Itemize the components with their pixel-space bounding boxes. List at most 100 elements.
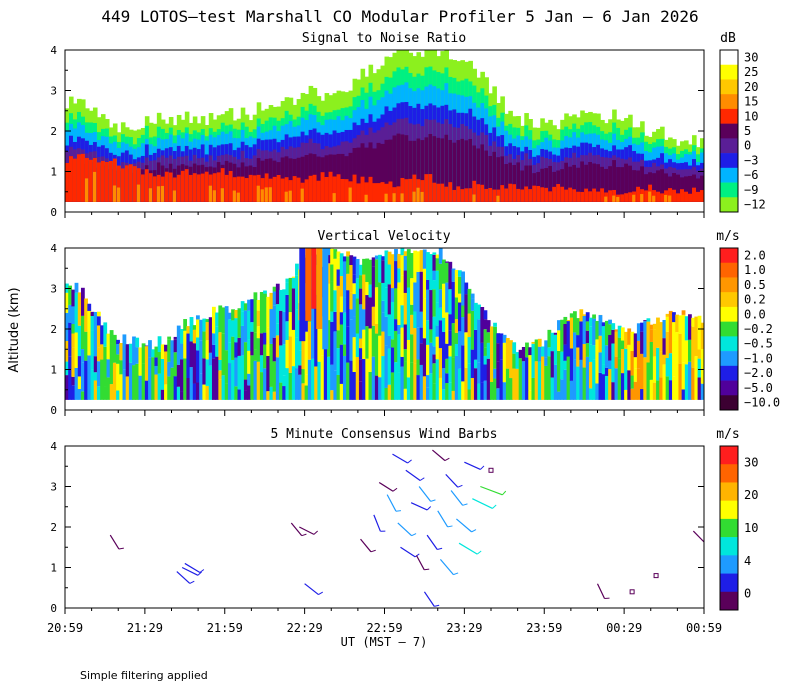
velocity-cell — [71, 324, 76, 334]
velocity-cell — [403, 251, 408, 257]
colorbar-swatch — [720, 306, 738, 322]
snr-cell — [464, 140, 469, 202]
y-tick-label: 4 — [50, 44, 57, 57]
wind-barb — [458, 542, 478, 555]
colorbar-label: 1.0 — [744, 263, 766, 277]
colorbar-label: 30 — [744, 50, 758, 64]
x-tick-label: 20:59 — [47, 621, 83, 635]
velocity-cell — [339, 344, 344, 384]
snr-cell — [508, 162, 513, 202]
velocity-cell — [316, 248, 323, 329]
velocity-cell — [224, 383, 229, 400]
velocity-cell — [317, 321, 322, 362]
velocity-cell — [266, 327, 271, 357]
snr-cell — [420, 180, 426, 202]
snr-cell — [576, 191, 581, 202]
velocity-cell — [604, 320, 609, 346]
velocity-cell — [259, 291, 264, 334]
velocity-cell — [435, 325, 440, 337]
velocity-cell — [74, 332, 79, 368]
velocity-cell — [125, 376, 130, 400]
snr-cell — [632, 170, 637, 202]
velocity-cell — [668, 310, 673, 312]
velocity-cell — [563, 316, 568, 324]
velocity-cell — [394, 288, 398, 320]
velocity-cell — [96, 347, 101, 362]
wind-barb-flag — [444, 457, 450, 462]
velocity-cell — [374, 255, 379, 260]
snr-cell — [588, 191, 593, 202]
velocity-cell — [569, 317, 574, 349]
velocity-cell — [100, 325, 104, 345]
velocity-cell — [349, 309, 354, 320]
velocity-cell — [649, 329, 654, 342]
velocity-cell — [668, 311, 673, 354]
velocity-cell — [279, 345, 283, 383]
velocity-cell — [662, 319, 667, 339]
wind-barb — [450, 490, 464, 506]
velocity-cell — [569, 313, 574, 318]
snr-cell — [440, 138, 446, 202]
velocity-cell — [665, 316, 670, 332]
snr-cell — [192, 173, 198, 202]
velocity-cell — [84, 360, 88, 400]
snr-cell — [556, 184, 561, 202]
velocity-cell — [295, 368, 299, 400]
snr-cell — [172, 177, 178, 202]
velocity-cell — [122, 334, 127, 370]
velocity-cell — [90, 330, 95, 370]
velocity-cell — [250, 355, 255, 400]
velocity-cell — [307, 321, 312, 360]
velocity-cell — [688, 361, 692, 400]
snr-cell — [664, 194, 668, 202]
velocity-cell — [486, 342, 491, 359]
velocity-cell — [371, 325, 376, 357]
snr-cell — [508, 183, 513, 202]
velocity-cell — [381, 300, 386, 313]
velocity-cell — [349, 319, 354, 361]
snr-cell — [576, 167, 581, 202]
velocity-cell — [301, 369, 306, 384]
velocity-cell — [227, 363, 232, 400]
velocity-cell — [269, 386, 274, 400]
velocity-cell — [336, 348, 341, 375]
snr-cell — [456, 186, 461, 202]
snr-cell — [544, 168, 549, 202]
velocity-cell — [445, 312, 449, 344]
wind-barb-flag — [437, 547, 443, 550]
colorbar-swatch — [720, 108, 738, 124]
velocity-cell — [394, 362, 398, 400]
velocity-cell — [387, 264, 392, 285]
velocity-cell — [457, 368, 462, 400]
velocity-cell — [649, 324, 654, 330]
velocity-cell — [365, 295, 370, 327]
velocity-cell — [84, 331, 88, 361]
velocity-cell — [275, 335, 280, 358]
velocity-cell — [119, 343, 124, 361]
velocity-cell — [253, 332, 258, 350]
snr-cell — [640, 166, 645, 202]
velocity-cell — [301, 336, 306, 370]
colorbar-frame — [719, 445, 739, 611]
velocity-cell — [87, 303, 92, 311]
snr-cell — [476, 184, 481, 202]
snr-cell — [120, 168, 126, 202]
snr-cell — [72, 158, 78, 202]
velocity-cell — [65, 312, 69, 341]
snr-cell — [392, 135, 398, 202]
snr-cell — [340, 179, 346, 202]
velocity-cell — [336, 257, 341, 270]
snr-cell — [440, 183, 446, 202]
wind-barb — [418, 486, 432, 502]
y-tick-label: 0 — [50, 206, 57, 219]
snr-cell — [220, 168, 226, 202]
velocity-cell — [135, 363, 140, 400]
wind-barb-flag — [118, 547, 124, 550]
snr-cell — [608, 166, 613, 202]
snr-cell — [516, 162, 521, 202]
velocity-cell — [374, 375, 379, 400]
snr-cell — [228, 171, 234, 202]
velocity-cell — [275, 357, 280, 400]
snr-cell — [172, 190, 177, 202]
colorbar-swatch — [720, 482, 738, 501]
